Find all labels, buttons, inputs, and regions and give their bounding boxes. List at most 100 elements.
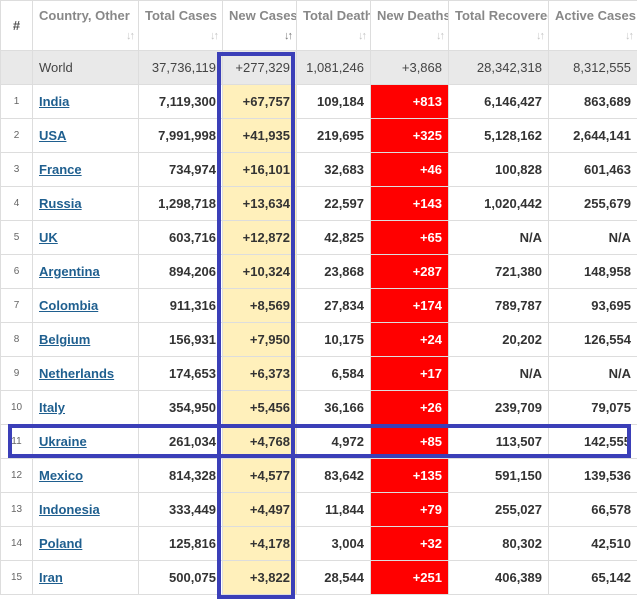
total-deaths-cell: 28,544 (296, 560, 371, 595)
country-link[interactable]: Colombia (39, 298, 99, 313)
table-row: 12 Mexico 814,328 +4,577 83,642 +135 591,150 13… (0, 458, 637, 493)
rank-cell: 6 (0, 254, 33, 289)
header-total-cases[interactable]: Total Cases ↓↑ (138, 0, 223, 51)
table-row: 3 France 734,974 +16,101 32,683 +46 100,828 601… (0, 152, 637, 187)
rank-cell: 15 (0, 560, 33, 595)
sort-arrows-icon[interactable]: ↓↑ (625, 30, 634, 42)
country-link[interactable]: Italy (39, 400, 66, 415)
new-cases-cell: +4,178 (222, 526, 297, 561)
total-recovered-cell: 113,507 (448, 424, 549, 459)
country-cell: India (32, 84, 139, 119)
active-cases-cell: 142,555 (548, 424, 637, 459)
total-recovered-cell: 406,389 (448, 560, 549, 595)
header-new-deaths[interactable]: New Deaths ↓↑ (370, 0, 449, 51)
total-deaths-cell: 219,695 (296, 118, 371, 153)
country-cell: Ukraine (32, 424, 139, 459)
total-deaths-cell: 83,642 (296, 458, 371, 493)
total-recovered-cell: 100,828 (448, 152, 549, 187)
new-cases-cell: +277,329 (222, 50, 297, 85)
header-new-cases[interactable]: New Cases ↓↑ (222, 0, 297, 51)
sort-arrows-icon[interactable]: ↓↑ (436, 30, 445, 42)
total-cases-cell: 156,931 (138, 322, 223, 357)
table-row: 15 Iran 500,075 +3,822 28,544 +251 406,389 65,1… (0, 560, 637, 595)
active-cases-cell: 42,510 (548, 526, 637, 561)
country-link[interactable]: Poland (39, 536, 83, 551)
new-deaths-cell: +26 (370, 390, 449, 425)
total-deaths-cell: 10,175 (296, 322, 371, 357)
country-cell: World (32, 50, 139, 85)
new-deaths-cell: +287 (370, 254, 449, 289)
active-cases-cell: 66,578 (548, 492, 637, 527)
rank-cell: 13 (0, 492, 33, 527)
new-cases-cell: +6,373 (222, 356, 297, 391)
new-cases-cell: +4,497 (222, 492, 297, 527)
table-row: 11 Ukraine 261,034 +4,768 4,972 +85 113,507 142… (0, 424, 637, 459)
new-deaths-cell: +813 (370, 84, 449, 119)
country-link[interactable]: Argentina (39, 264, 100, 279)
new-deaths-cell: +135 (370, 458, 449, 493)
country-link[interactable]: Iran (39, 570, 63, 585)
total-recovered-cell: 1,020,442 (448, 186, 549, 221)
new-deaths-cell: +174 (370, 288, 449, 323)
country-cell: Iran (32, 560, 139, 595)
sort-arrows-icon[interactable]: ↓↑ (536, 30, 545, 42)
rank-cell: 12 (0, 458, 33, 493)
total-deaths-cell: 6,584 (296, 356, 371, 391)
table-body: World 37,736,119 +277,329 1,081,246 +3,8… (0, 50, 637, 595)
header-total-deaths[interactable]: Total Deaths ↓↑ (296, 0, 371, 51)
total-cases-cell: 911,316 (138, 288, 223, 323)
active-cases-cell: N/A (548, 220, 637, 255)
country-link[interactable]: Ukraine (39, 434, 87, 449)
total-recovered-cell: 5,128,162 (448, 118, 549, 153)
country-link[interactable]: India (39, 94, 70, 109)
country-cell: Belgium (32, 322, 139, 357)
country-link[interactable]: USA (39, 128, 67, 143)
sort-arrows-icon[interactable]: ↓↑ (126, 30, 135, 42)
country-link[interactable]: UK (39, 230, 58, 245)
new-cases-cell: +16,101 (222, 152, 297, 187)
table-row: 8 Belgium 156,931 +7,950 10,175 +24 20,202 126,… (0, 322, 637, 357)
country-link[interactable]: Mexico (39, 468, 84, 483)
active-cases-cell: 139,536 (548, 458, 637, 493)
active-cases-cell: 79,075 (548, 390, 637, 425)
total-recovered-cell: 591,150 (448, 458, 549, 493)
header-total-recovered[interactable]: Total Recovered ↓↑ (448, 0, 549, 51)
header-total-recovered-label: Total Recovered (455, 8, 549, 23)
rank-cell: 9 (0, 356, 33, 391)
new-deaths-cell: +46 (370, 152, 449, 187)
total-cases-cell: 894,206 (138, 254, 223, 289)
sort-arrows-icon[interactable]: ↓↑ (210, 30, 219, 42)
new-deaths-cell: +17 (370, 356, 449, 391)
total-cases-cell: 500,075 (138, 560, 223, 595)
total-deaths-cell: 42,825 (296, 220, 371, 255)
new-deaths-cell: +143 (370, 186, 449, 221)
country-link[interactable]: Netherlands (39, 366, 115, 381)
sort-arrows-icon[interactable]: ↓↑ (358, 30, 367, 42)
country-cell: USA (32, 118, 139, 153)
header-active-cases[interactable]: Active Cases ↓↑ (548, 0, 637, 51)
header-rank[interactable]: # (0, 0, 33, 51)
total-deaths-cell: 23,868 (296, 254, 371, 289)
sort-arrows-icon[interactable]: ↓↑ (284, 30, 293, 42)
country-link[interactable]: Belgium (39, 332, 91, 347)
total-cases-cell: 734,974 (138, 152, 223, 187)
total-cases-cell: 37,736,119 (138, 50, 223, 85)
country-cell: France (32, 152, 139, 187)
header-country-label: Country, Other (39, 8, 130, 23)
country-link[interactable]: France (39, 162, 82, 177)
header-country[interactable]: Country, Other ↓↑ (32, 0, 139, 51)
country-link[interactable]: Indonesia (39, 502, 100, 517)
active-cases-cell: N/A (548, 356, 637, 391)
total-recovered-cell: N/A (448, 220, 549, 255)
header-total-deaths-label: Total Deaths (303, 8, 370, 23)
new-cases-cell: +12,872 (222, 220, 297, 255)
new-cases-cell: +7,950 (222, 322, 297, 357)
total-recovered-cell: 80,302 (448, 526, 549, 561)
new-cases-cell: +13,634 (222, 186, 297, 221)
country-link[interactable]: Russia (39, 196, 82, 211)
country-cell: Russia (32, 186, 139, 221)
table-row: 4 Russia 1,298,718 +13,634 22,597 +143 1,020,4… (0, 186, 637, 221)
rank-cell: 3 (0, 152, 33, 187)
total-recovered-cell: 6,146,427 (448, 84, 549, 119)
